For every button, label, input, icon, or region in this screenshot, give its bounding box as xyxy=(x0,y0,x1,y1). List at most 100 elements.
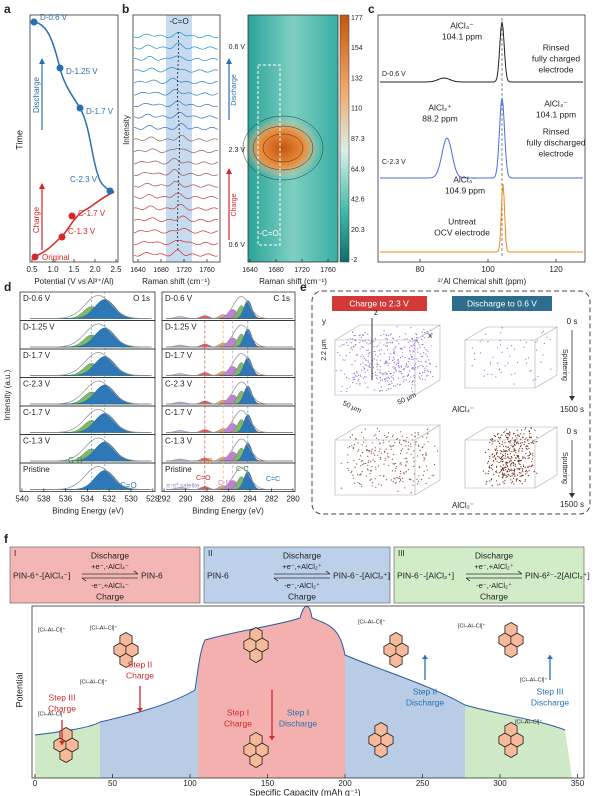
ion-dot xyxy=(420,361,422,363)
ion-dot xyxy=(414,435,416,437)
ion-dot xyxy=(485,451,487,454)
ion-dot xyxy=(351,346,353,348)
ion-dot xyxy=(516,361,519,364)
ion-dot xyxy=(487,448,489,451)
ion-dot xyxy=(529,433,531,435)
ion-dot xyxy=(396,325,398,328)
ion-dot xyxy=(412,480,414,482)
label: 2.3 V xyxy=(229,147,246,154)
ion-dot xyxy=(506,461,508,463)
label: D-1.7 V xyxy=(165,351,193,360)
ion-dot xyxy=(512,462,515,464)
ion-dot xyxy=(494,471,497,473)
ion-dot xyxy=(405,379,407,381)
ion-dot xyxy=(363,376,366,378)
ion-dot xyxy=(530,436,532,439)
ion-dot xyxy=(507,473,509,476)
ion-dot xyxy=(487,460,490,462)
label: Step I xyxy=(227,707,249,717)
ion-dot xyxy=(436,450,439,452)
ion-dot xyxy=(522,456,524,458)
ion-dot xyxy=(536,472,538,474)
label: -e⁻,-AlCl₂⁺ xyxy=(476,581,512,590)
band xyxy=(166,15,192,262)
ion-dot xyxy=(366,468,368,470)
ion-dot xyxy=(527,455,529,457)
ion-dot xyxy=(346,390,348,393)
ion-dot xyxy=(508,474,510,477)
ion-dot xyxy=(501,470,503,472)
ion-dot xyxy=(514,449,516,451)
ion-dot xyxy=(389,373,392,375)
label: I xyxy=(14,549,16,558)
label: C-O xyxy=(200,458,213,465)
ion-dot xyxy=(524,480,526,482)
ion-dot xyxy=(418,342,420,344)
label: D-1.7 V xyxy=(86,107,114,116)
ion-dot xyxy=(479,341,481,343)
ion-dot xyxy=(361,471,363,473)
ion-dot xyxy=(535,378,537,380)
ion-dot xyxy=(422,446,424,448)
ion-dot xyxy=(410,345,412,347)
ion-dot xyxy=(502,451,504,453)
tick-label: 286 xyxy=(222,495,236,504)
ion-dot xyxy=(499,436,502,438)
ion-dot xyxy=(487,341,489,343)
ion-dot xyxy=(357,482,359,484)
ion-dot xyxy=(376,377,378,379)
ion-dot xyxy=(354,466,356,468)
ion-dot xyxy=(514,463,517,465)
ion-dot xyxy=(510,460,512,462)
ion-dot xyxy=(427,441,429,443)
ion-dot xyxy=(530,369,532,372)
label: Charge xyxy=(32,206,41,233)
tick-label: 1760 xyxy=(199,267,215,274)
ion-dot xyxy=(406,460,408,462)
ion-dot xyxy=(506,476,508,478)
ion-dot xyxy=(501,351,503,353)
axis-title: Binding Energy (eV) xyxy=(52,507,124,516)
label: z xyxy=(374,308,378,317)
ion-dot xyxy=(521,448,524,450)
ion-dot xyxy=(341,385,343,387)
ion-dot xyxy=(381,390,383,392)
ion-dot xyxy=(369,473,371,475)
ion-dot xyxy=(509,433,511,435)
ion-dot xyxy=(387,349,389,351)
ion-dot xyxy=(416,334,418,336)
ion-dot xyxy=(391,445,393,447)
ion-dot xyxy=(360,455,362,457)
ion-dot xyxy=(516,429,518,431)
ion-dot xyxy=(373,340,375,343)
ion-dot xyxy=(500,465,502,467)
ion-dot xyxy=(502,460,504,462)
ion-dot xyxy=(529,452,532,454)
ion-dot xyxy=(394,367,396,369)
label: [Cl–Al–Cl]⁺ xyxy=(515,718,542,725)
label: -e⁻,+AlCl₄⁻ xyxy=(91,581,129,590)
ion-dot xyxy=(389,383,391,385)
ion-dot xyxy=(410,445,412,448)
label: D-1.25 V xyxy=(66,67,98,76)
ion-dot xyxy=(494,440,496,442)
ion-dot xyxy=(511,437,513,439)
ion-dot xyxy=(513,477,515,479)
ion-dot xyxy=(388,377,390,380)
ion-dot xyxy=(392,374,394,376)
ion-dot xyxy=(513,471,516,473)
label: Charge xyxy=(96,591,124,601)
ion-dot xyxy=(366,342,368,344)
ion-dot xyxy=(489,457,491,459)
ion-dot xyxy=(381,373,383,375)
raman-spectrum xyxy=(133,112,219,119)
ion-dot xyxy=(357,450,359,452)
ion-dot xyxy=(393,350,395,352)
ion-dot xyxy=(421,447,423,449)
ion-dot xyxy=(382,374,384,376)
ion-dot xyxy=(419,364,421,366)
ion-dot xyxy=(495,376,497,378)
tick-label: 100 xyxy=(183,779,197,788)
ion-dot xyxy=(347,467,349,469)
ion-dot xyxy=(383,442,385,444)
